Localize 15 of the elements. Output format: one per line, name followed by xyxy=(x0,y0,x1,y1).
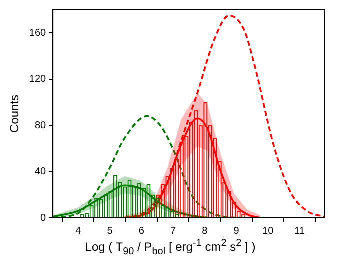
y-tick-label: 0 xyxy=(40,212,47,224)
y-tick-label: 40 xyxy=(34,166,47,178)
x-tick-label: 11 xyxy=(294,226,306,237)
x-tick-label: 10 xyxy=(262,226,274,237)
y-tick-label: 80 xyxy=(34,120,47,132)
x-tick-label: 4 xyxy=(76,226,82,237)
y-axis-title: Counts xyxy=(8,94,22,134)
x-tick-label: 5 xyxy=(107,226,114,237)
text: Log ( T$_{90}$ / P$_{bol}$ [ erg$^{-1}$ cm$^{2}$ s$^{2}$ ] ) xyxy=(85,238,256,258)
x-tick-label: 6 xyxy=(138,226,145,237)
x-tick-label: 9 xyxy=(234,226,240,237)
x-tick-label: 8 xyxy=(202,226,208,237)
x-tick-label: 7 xyxy=(170,226,176,237)
y-tick-label: 160 xyxy=(29,28,47,39)
y-tick-label: 120 xyxy=(29,74,47,86)
